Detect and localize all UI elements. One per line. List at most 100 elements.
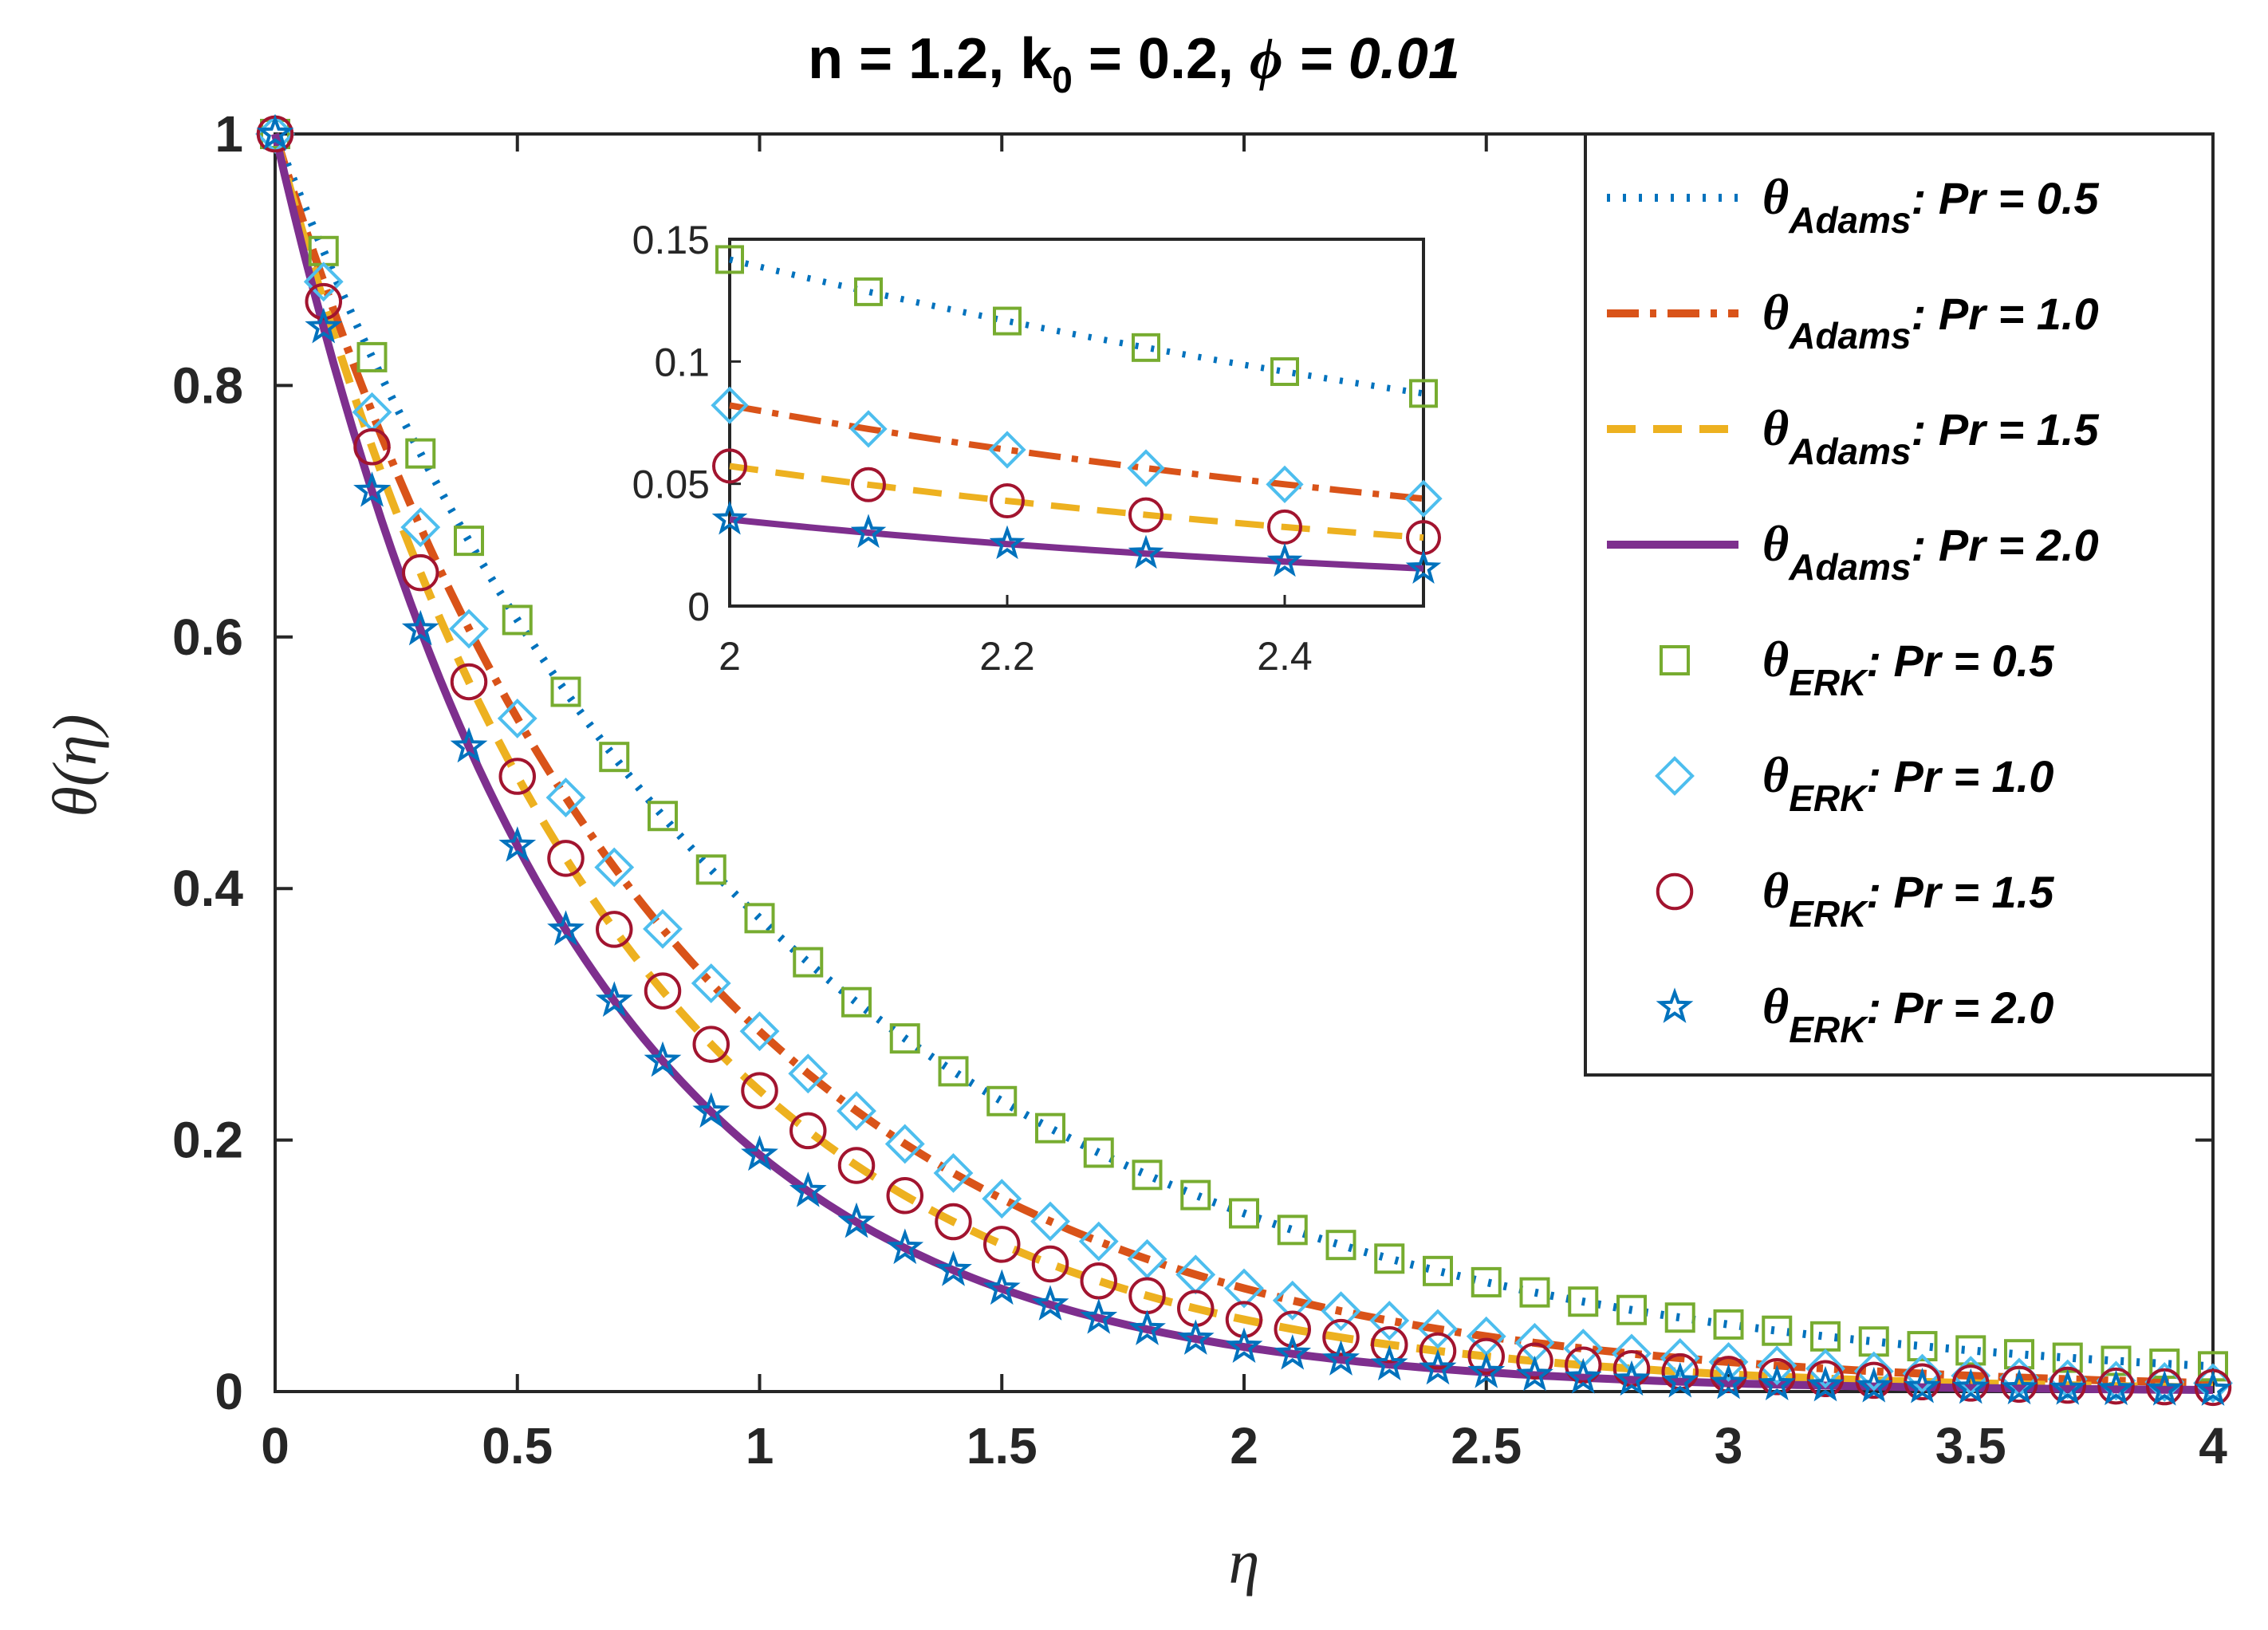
inset-series-line-3 [729,516,1424,572]
main-markers [255,114,2233,1407]
data-point-erk-star [837,1202,876,1238]
data-point-erk-star [1128,1309,1166,1345]
data-point-erk-circle [886,1177,923,1215]
legend-entry-label: θAdams: Pr = 1.5 [1762,400,2099,472]
data-point-erk-circle [2097,1367,2135,1405]
title-k-sub: 0 [1052,59,1073,100]
data-point-erk-circle [1322,1318,1360,1356]
legend-entry-label: θERK: Pr = 2.0 [1762,978,2053,1050]
data-point-erk-circle [789,1112,827,1150]
legend-theta: θ [1762,515,1789,572]
data-point-erk-square [1325,1230,1356,1261]
data-point-erk-star [1612,1360,1651,1396]
inset-series [729,256,1424,572]
data-point-erk-circle [1758,1358,1796,1396]
data-point-erk-square [938,1056,969,1087]
data-point-erk-square [1762,1315,1793,1346]
series-line-adams-0 [271,132,2214,1371]
legend-method-subscript: ERK [1789,1009,1868,1050]
legend-method-subscript: Adams [1788,199,1911,241]
data-point-erk-circle [402,553,439,592]
legend-theta: θ [1762,978,1789,1034]
legend-theta: θ [1762,168,1789,225]
legend-marker-sample [1656,872,1694,911]
y-tick-label: 1 [215,105,243,163]
legend-pr-value: : Pr = 2.0 [1912,520,2099,570]
inset-data-point-square [1409,379,1438,408]
inset-data-point-diamond [849,410,888,448]
chart-title: n = 1.2, k0 = 0.2, ϕ = 0.01 [808,27,1460,100]
inset-data-point-circle [990,483,1025,519]
inset-data-point-star [989,525,1026,560]
inset-data-point-diamond [988,431,1026,469]
inset-y-tick-label: 0.1 [654,340,710,384]
data-point-erk-star [692,1092,730,1128]
legend-entry-label: θAdams: Pr = 0.5 [1762,168,2099,241]
data-point-erk-circle [498,758,536,795]
data-point-erk-diamond [1757,1345,1797,1386]
inset-data-point-star [850,514,887,549]
legend-method-subscript: ERK [1789,778,1868,819]
inset-y-tick-label: 0 [687,585,710,629]
data-point-erk-square [550,676,581,707]
data-point-erk-circle [741,1072,778,1109]
data-point-erk-diamond [497,698,537,738]
y-tick-label: 0.8 [172,356,243,414]
data-point-erk-diamond [1272,1280,1313,1321]
data-point-erk-circle [2146,1368,2183,1406]
data-point-erk-diamond [933,1153,974,1193]
data-point-erk-star [256,114,294,150]
data-point-erk-star [1080,1298,1118,1334]
data-point-erk-star [2145,1370,2183,1406]
inset-series-line-2 [729,463,1424,541]
data-point-erk-star [1661,1361,1699,1398]
data-point-erk-circle [353,428,391,466]
data-point-erk-star [1806,1365,1845,1402]
data-point-erk-circle [1806,1360,1845,1398]
data-point-erk-square [793,947,824,978]
data-point-erk-star [1710,1363,1747,1400]
data-point-erk-star [547,910,585,946]
data-point-erk-star [935,1250,972,1286]
x-tick-label: 0.5 [482,1417,553,1474]
data-point-erk-diamond [1418,1309,1458,1349]
series-line-adams-1 [271,132,2214,1388]
data-point-erk-diamond [1612,1333,1652,1374]
data-point-erk-square [841,986,872,1018]
data-point-erk-circle [1031,1245,1069,1283]
data-point-erk-square [1374,1243,1405,1274]
data-point-erk-square [1955,1335,1986,1366]
data-point-erk-star [1370,1345,1408,1381]
data-point-erk-circle [547,840,585,877]
data-point-erk-diamond [1660,1338,1700,1378]
data-point-erk-star [789,1171,827,1207]
legend-entry-label: θAdams: Pr = 2.0 [1762,515,2099,588]
data-point-erk-square [1423,1255,1453,1286]
legend-theta: θ [1762,400,1789,456]
data-point-erk-diamond [1321,1291,1361,1332]
data-point-erk-square [2198,1351,2228,1382]
inset-data-point-square [1132,333,1160,362]
legend-marker-sample [1655,756,1695,796]
data-point-erk-diamond [1853,1351,1894,1392]
data-point-erk-star [741,1135,778,1171]
data-point-erk-square [454,526,484,557]
data-point-erk-square [599,742,630,773]
data-point-erk-circle [596,911,633,948]
data-point-erk-square [648,801,678,832]
x-tick-label: 4 [2199,1417,2227,1474]
inset-data-point-circle [1128,497,1164,533]
x-tick-label: 3.5 [1935,1417,2006,1474]
inset-axes: 2 2.2 2.4 0 0.05 0.1 0.15 [632,218,1313,679]
data-point-erk-star [305,307,343,344]
legend-method-subscript: ERK [1789,662,1868,703]
data-point-erk-star [401,609,439,646]
data-point-erk-diamond [837,1091,876,1132]
data-point-erk-star [498,826,537,862]
data-point-erk-diamond [449,608,489,649]
legend-pr-value: : Pr = 1.0 [1866,751,2053,801]
x-axis-label: η [1229,1527,1260,1597]
data-point-erk-square [889,1023,920,1054]
data-point-erk-star [2000,1368,2038,1405]
inset-y-tick-label: 0.15 [632,218,710,262]
